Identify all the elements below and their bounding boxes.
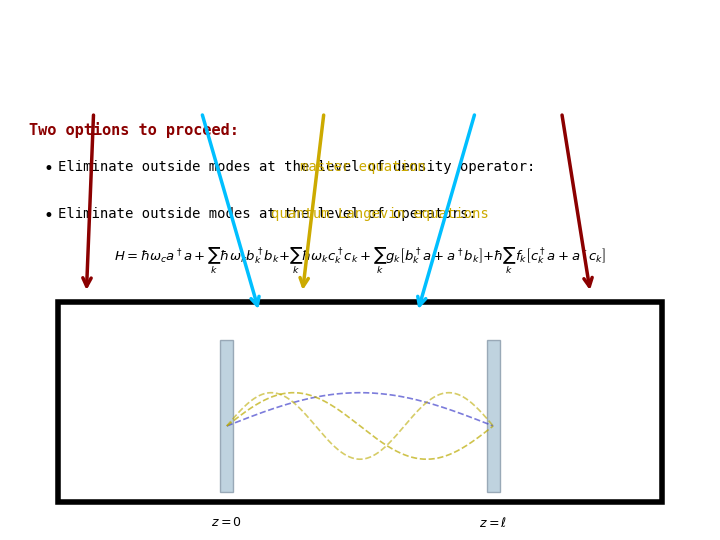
Text: $z = 0$: $z = 0$ [211, 516, 243, 529]
Text: quantum Langevin equations: quantum Langevin equations [271, 207, 488, 221]
Text: Two options to proceed:: Two options to proceed: [29, 122, 238, 138]
Text: Eliminate outside modes at the level of operators:: Eliminate outside modes at the level of … [58, 207, 485, 221]
Text: $z = \ell$: $z = \ell$ [479, 516, 508, 530]
Text: Eliminate outside modes at the level of density operator:: Eliminate outside modes at the level of … [58, 160, 544, 174]
Text: $H = \hbar\omega_c a^\dagger a + \sum_k \hbar\omega_k b_k^\dagger b_k$$+ \sum_k : $H = \hbar\omega_c a^\dagger a + \sum_k … [114, 245, 606, 276]
Bar [58, 302, 662, 502]
Text: master equation: master equation [300, 160, 426, 174]
Text: Cavity quasimodes: Cavity quasimodes [11, 24, 277, 48]
Text: •: • [43, 207, 53, 225]
Bar [487, 340, 500, 492]
Text: •: • [43, 160, 53, 178]
Bar [220, 340, 233, 492]
